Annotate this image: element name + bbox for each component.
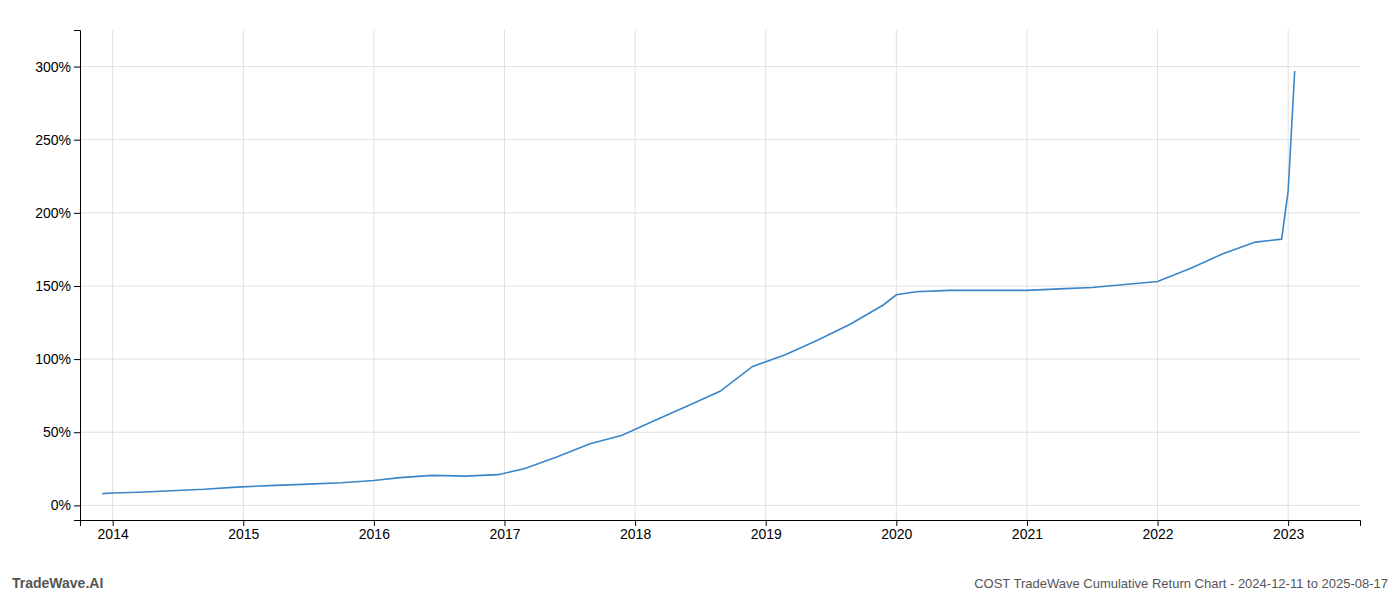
grid-line — [80, 66, 1360, 67]
y-axis: 0% 50% 100% 150% 200% 250% 300% — [35, 31, 80, 521]
tick-label: 2019 — [751, 526, 782, 542]
y-tick: 250% — [35, 132, 80, 148]
tick-mark — [74, 213, 80, 214]
axis-line — [74, 31, 81, 521]
y-tick: 50% — [43, 424, 80, 440]
tick-mark — [74, 140, 80, 141]
grid-line — [80, 212, 1360, 213]
tick-label: 0% — [51, 497, 71, 513]
y-tick: 0% — [51, 497, 80, 513]
y-tick: 200% — [35, 205, 80, 221]
grid-line — [80, 432, 1360, 433]
x-tick: 2018 — [620, 520, 651, 542]
tick-label: 50% — [43, 424, 71, 440]
grid-line — [765, 30, 766, 520]
x-tick: 2014 — [98, 520, 129, 542]
tick-label: 2020 — [881, 526, 912, 542]
tick-label: 2018 — [620, 526, 651, 542]
tick-label: 2022 — [1142, 526, 1173, 542]
x-tick: 2020 — [881, 520, 912, 542]
grid-line — [80, 139, 1360, 140]
grid-line — [635, 30, 636, 520]
tick-label: 200% — [35, 205, 71, 221]
y-tick: 150% — [35, 278, 80, 294]
grid-line — [112, 30, 113, 520]
tick-label: 2023 — [1273, 526, 1304, 542]
grid-line — [504, 30, 505, 520]
grid-line — [80, 505, 1360, 506]
tick-mark — [74, 505, 80, 506]
title: COST TradeWave Cumulative Return Chart -… — [974, 576, 1388, 591]
grid-line — [80, 359, 1360, 360]
plot-area: 2014 2015 2016 2017 2018 2019 2020 2021 2022 2023… — [35, 30, 1360, 542]
x-axis: 2014 2015 2016 2017 2018 2019 2020 2021 2022 2023 — [81, 520, 1361, 542]
watermark: TradeWave.AI — [12, 575, 103, 591]
tick-label: 2021 — [1012, 526, 1043, 542]
x-tick: 2015 — [228, 520, 259, 542]
tick-label: 2014 — [98, 526, 129, 542]
x-tick: 2016 — [359, 520, 390, 542]
x-tick: 2022 — [1142, 520, 1173, 542]
tick-label: 100% — [35, 351, 71, 367]
x-tick: 2017 — [489, 520, 520, 542]
y-tick: 100% — [35, 351, 80, 367]
chart: 2014 2015 2016 2017 2018 2019 2020 2021 2022 2023… — [0, 0, 1400, 600]
grid-line — [896, 30, 897, 520]
tick-mark — [74, 286, 80, 287]
x-tick: 2019 — [751, 520, 782, 542]
x-tick: 2021 — [1012, 520, 1043, 542]
tick-label: 2015 — [228, 526, 259, 542]
tick-label: 2016 — [359, 526, 390, 542]
tick-mark — [74, 359, 80, 360]
grid-line — [1026, 30, 1027, 520]
y-tick: 300% — [35, 59, 80, 75]
grid-line — [80, 285, 1360, 286]
tick-label: 300% — [35, 59, 71, 75]
tick-label: 250% — [35, 132, 71, 148]
grid — [80, 30, 1360, 520]
series — [102, 71, 1294, 494]
grid-line — [373, 30, 374, 520]
tick-mark — [74, 432, 80, 433]
line — [102, 71, 1294, 494]
x-tick: 2023 — [1273, 520, 1304, 542]
grid-line — [243, 30, 244, 520]
grid-line — [1157, 30, 1158, 520]
grid-line — [1288, 30, 1289, 520]
tick-label: 150% — [35, 278, 71, 294]
tick-mark — [74, 67, 80, 68]
tick-label: 2017 — [489, 526, 520, 542]
